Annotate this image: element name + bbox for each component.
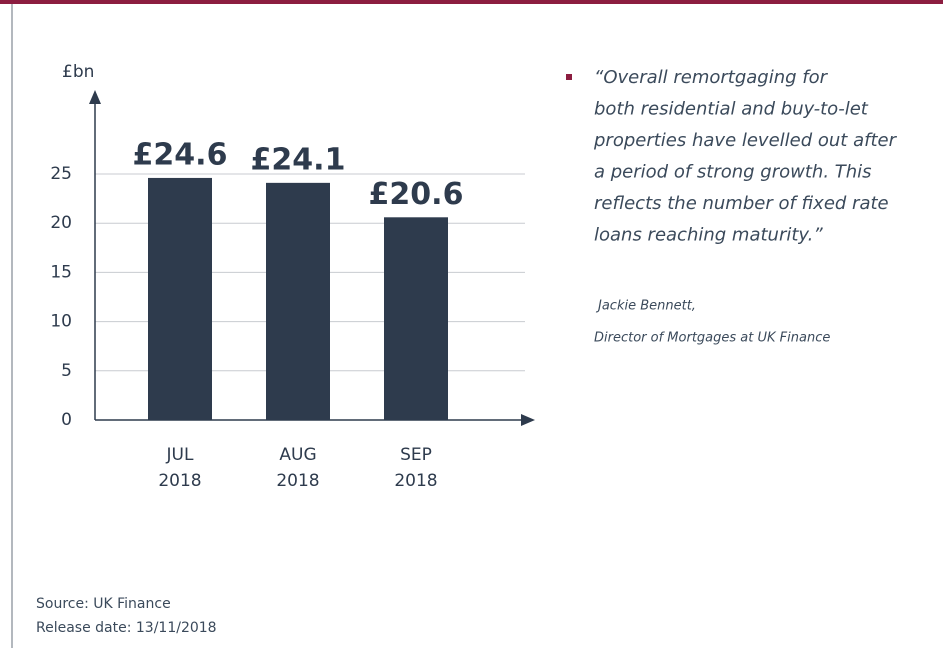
top-border (0, 0, 943, 4)
quote-line: properties have levelled out after (593, 130, 898, 151)
quote-line: “Overall remortgaging for (594, 67, 829, 88)
y-tick-label: 10 (50, 312, 72, 332)
quote-line: a period of strong growth. This (594, 162, 872, 183)
x-tick-label: AUG (279, 445, 316, 465)
value-label: £20.6 (369, 177, 464, 212)
y-tick-label: 20 (50, 213, 72, 233)
x-tick-label: 2018 (394, 471, 437, 491)
quote-line: both residential and buy-to-let (594, 99, 869, 120)
bullet (566, 74, 572, 80)
x-tick-label: SEP (400, 445, 432, 465)
y-tick-label: 15 (50, 262, 72, 282)
x-tick-label: 2018 (276, 471, 319, 491)
quote-line: reflects the number of fixed rate (594, 193, 889, 214)
value-label: £24.6 (133, 137, 228, 172)
y-tick-label: 5 (61, 361, 72, 381)
x-tick-label: 2018 (158, 471, 201, 491)
quote-line: loans reaching maturity.” (594, 225, 823, 246)
bar (148, 177, 212, 420)
bar (384, 217, 448, 420)
y-axis-arrow (89, 90, 101, 104)
release-date: Release date: 13/11/2018 (36, 620, 217, 636)
attribution: Jackie Bennett, (595, 299, 696, 314)
bar (266, 182, 330, 420)
attribution: Director of Mortgages at UK Finance (594, 331, 830, 346)
x-tick-label: JUL (166, 445, 194, 465)
source: Source: UK Finance (36, 596, 171, 612)
value-label: £24.1 (251, 142, 346, 177)
y-tick-label: 0 (61, 410, 72, 430)
x-axis-arrow (521, 414, 535, 426)
y-axis-label: £bn (62, 62, 94, 82)
y-tick-label: 25 (50, 164, 72, 184)
